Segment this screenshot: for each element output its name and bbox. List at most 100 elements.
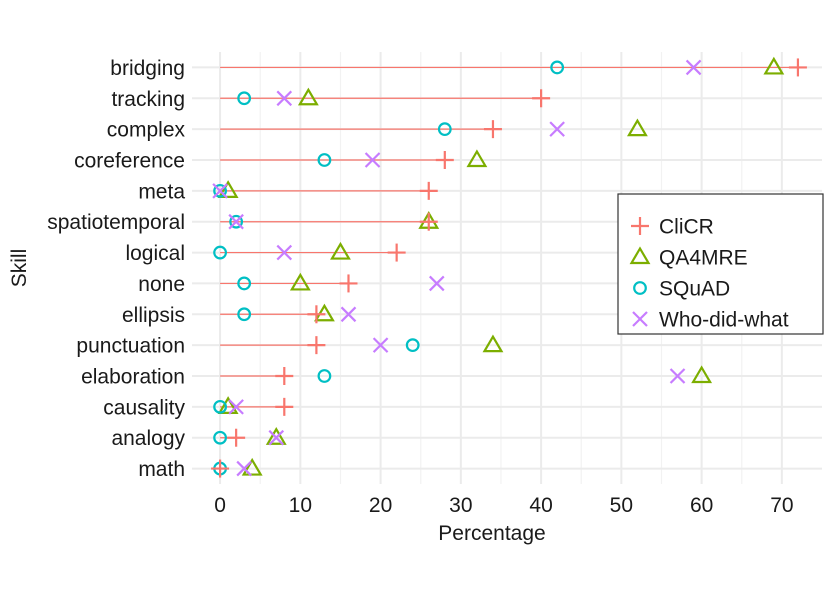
point-clicr-elaboration <box>275 367 294 385</box>
point-who-did-what-spatiotemporal-b <box>228 213 244 230</box>
point-clicr-coreference <box>435 151 454 169</box>
point-who-did-what-causality <box>228 399 244 415</box>
point-qa4mre-bridging <box>763 56 785 75</box>
point-squad-none <box>237 276 252 291</box>
point-qa4mre-logical <box>330 241 351 260</box>
point-who-did-what-ellipsis <box>340 306 357 323</box>
point-qa4mre-elaboration <box>691 365 713 384</box>
point-who-did-what-causality-b <box>228 399 244 415</box>
y-tick-label: punctuation <box>76 335 185 358</box>
y-tick-label: bridging <box>110 57 185 80</box>
point-qa4mre-complex <box>626 118 648 137</box>
point-squad-elaboration <box>317 369 332 383</box>
point-who-did-what-none <box>428 275 445 292</box>
point-who-did-what-punctuation-b <box>372 337 389 353</box>
legend-box <box>617 193 824 335</box>
point-who-did-what-meta <box>212 183 228 199</box>
point-who-did-what-complex-b <box>549 121 565 137</box>
point-squad-analogy <box>213 430 227 445</box>
point-clicr-none <box>339 274 358 293</box>
point-who-did-what-complex <box>549 121 565 137</box>
y-tick-label: none <box>138 273 185 296</box>
point-who-did-what-coreference <box>364 152 381 168</box>
stems <box>220 66 798 439</box>
y-tick-label: coreference <box>74 150 185 173</box>
legend-label-squad: SQuAD <box>659 278 730 301</box>
point-who-did-what-logical <box>276 244 293 261</box>
x-tick-label: 70 <box>770 494 793 517</box>
point-who-did-what-meta-b <box>212 183 228 199</box>
y-tick-label: ellipsis <box>122 304 185 327</box>
point-squad-punctuation <box>405 338 420 353</box>
point-clicr-causality <box>275 397 294 416</box>
point-who-did-what-bridging <box>685 59 702 76</box>
y-tick-label: logical <box>125 242 185 265</box>
point-squad-ellipsis <box>237 307 252 322</box>
point-who-did-what-elaboration-b <box>669 368 686 384</box>
point-who-did-what-none-b <box>428 275 445 292</box>
y-tick-label: causality <box>103 396 185 419</box>
point-qa4mre-math <box>241 457 263 476</box>
legend-label-clicr: CliCR <box>659 216 714 239</box>
point-who-did-what-bridging-b <box>685 59 702 76</box>
y-tick-labels: bridging tracking complex coreference meta sp… <box>47 57 185 481</box>
point-who-did-what-elaboration <box>669 368 686 384</box>
point-clicr-ellipsis <box>307 305 326 324</box>
legend-label-qa4mre: QA4MRE <box>659 247 748 270</box>
y-tick-label: analogy <box>111 427 185 450</box>
point-qa4mre-ellipsis <box>314 303 335 322</box>
point-clicr-punctuation <box>307 336 326 355</box>
point-squad-causality <box>213 399 227 414</box>
y-tick-label: meta <box>138 180 185 203</box>
point-qa4mre-analogy <box>265 427 287 445</box>
point-squad-bridging <box>550 60 565 75</box>
point-who-did-what-tracking-b <box>276 90 293 107</box>
point-clicr-logical <box>387 243 406 262</box>
point-who-did-what-math-b <box>236 460 252 477</box>
legend-key-squad <box>633 281 647 295</box>
markers <box>211 56 807 478</box>
y-tick-label: tracking <box>111 88 185 111</box>
legend: CliCR QA4MRE SQuAD Who-did-what <box>617 193 824 335</box>
legend-key-who-did-what <box>632 311 648 327</box>
y-tick-label: spatiotemporal <box>47 211 185 234</box>
point-who-did-what-punctuation <box>372 337 389 353</box>
point-clicr-complex <box>483 120 502 139</box>
x-tick-label: 30 <box>449 494 472 517</box>
x-tick-label: 10 <box>289 494 312 517</box>
point-squad-meta <box>213 183 227 198</box>
point-who-did-what-spatiotemporal <box>228 213 244 230</box>
point-clicr-tracking <box>532 89 551 108</box>
point-qa4mre-none <box>289 272 311 291</box>
point-who-did-what-analogy <box>268 429 285 446</box>
point-squad-logical <box>213 245 227 260</box>
point-squad-spatiotemporal <box>229 214 244 229</box>
legend-key-who-did-what-b <box>632 311 648 327</box>
point-who-did-what-coreference-b <box>364 152 381 168</box>
point-squad-tracking <box>237 91 252 106</box>
x-tick-label: 40 <box>529 494 552 517</box>
legend-key-clicr <box>631 217 649 235</box>
point-qa4mre-meta <box>217 180 239 198</box>
point-qa4mre-tracking <box>297 87 319 106</box>
legend-key-qa4mre <box>629 246 651 265</box>
point-qa4mre-coreference <box>466 149 488 168</box>
point-clicr-math <box>211 459 230 478</box>
point-who-did-what-analogy-b <box>268 429 285 446</box>
legend-label-who-did-what: Who-did-what <box>659 309 789 332</box>
y-tick-label: complex <box>107 119 186 142</box>
y-tick-label: math <box>138 458 185 481</box>
point-qa4mre-punctuation <box>482 334 504 353</box>
point-clicr-spatiotemporal <box>419 212 438 231</box>
x-tick-label: 20 <box>369 494 392 517</box>
point-qa4mre-causality <box>217 396 239 414</box>
point-who-did-what-tracking <box>276 90 293 107</box>
y-axis-title: Skill <box>8 249 31 288</box>
point-clicr-analogy <box>227 428 246 447</box>
point-who-did-what-ellipsis-b <box>340 306 357 323</box>
point-clicr-meta <box>419 181 438 200</box>
point-squad-complex <box>437 122 452 137</box>
point-who-did-what-logical-b <box>276 244 293 261</box>
x-tick-label: 60 <box>690 494 713 517</box>
